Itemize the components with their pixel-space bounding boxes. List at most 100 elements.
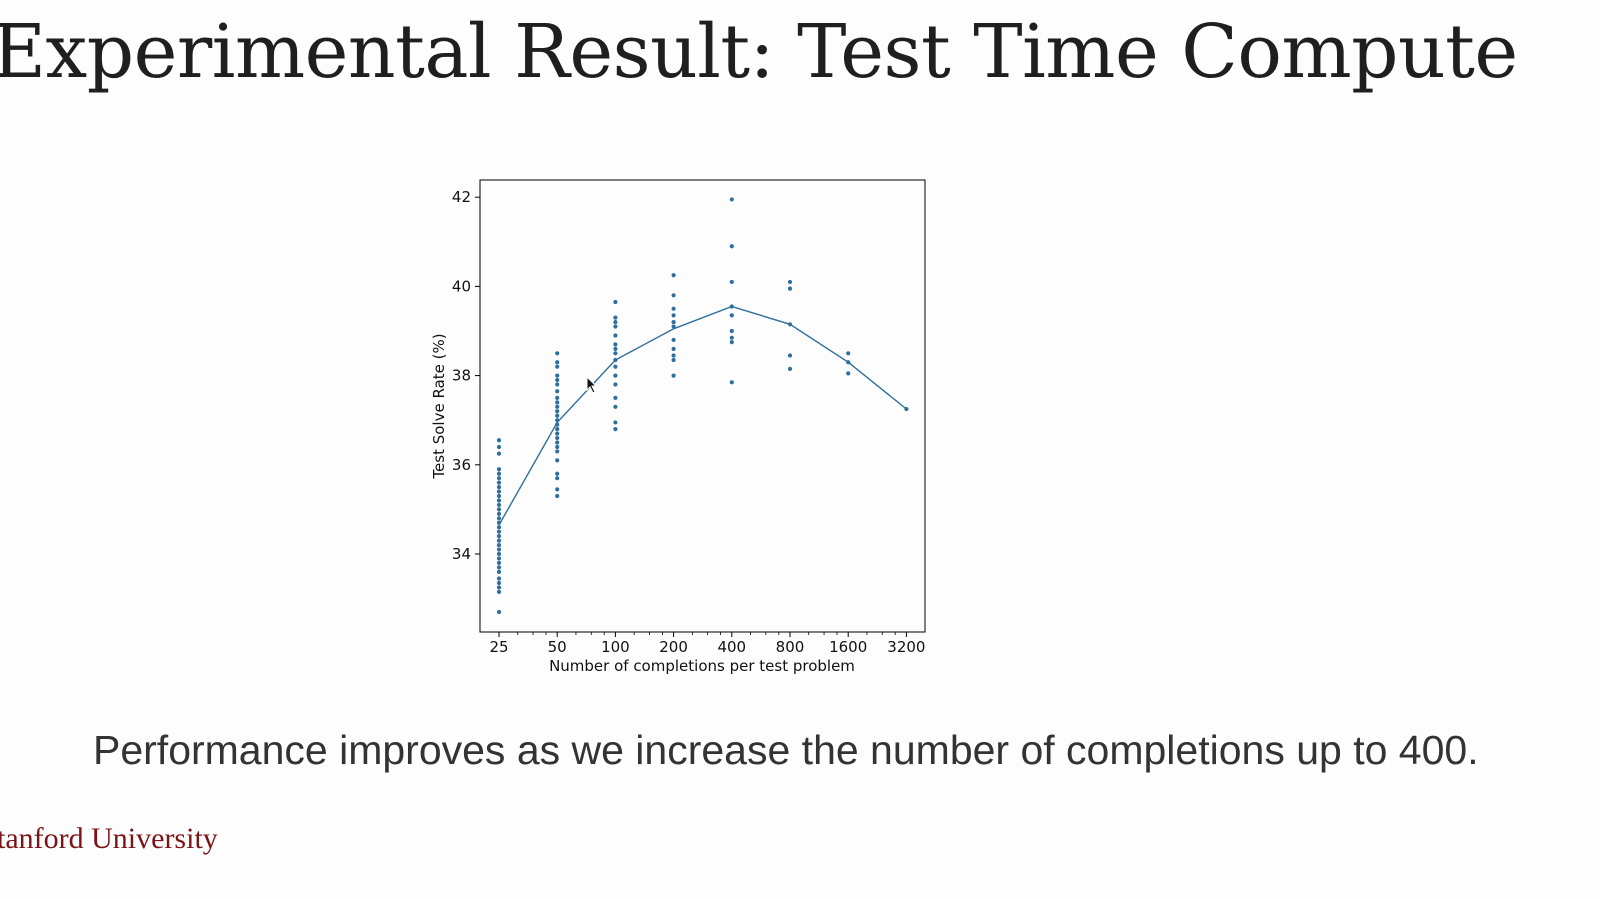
y-tick-label: 40 [452, 277, 471, 295]
data-point [846, 351, 851, 356]
data-point [555, 364, 560, 369]
data-point [496, 560, 502, 566]
y-tick-label: 38 [452, 367, 471, 385]
data-point [555, 389, 560, 394]
trend-line-layer [498, 305, 907, 526]
data-point [496, 525, 502, 530]
data-point [787, 322, 793, 327]
data-point [496, 507, 502, 512]
data-point [613, 420, 618, 425]
data-point [555, 395, 560, 400]
data-point [555, 435, 560, 441]
y-axis-label: Test Solve Rate (%) [430, 333, 448, 479]
data-point [729, 304, 734, 309]
x-tick-label: 100 [601, 638, 630, 656]
x-tick-label: 50 [548, 638, 567, 656]
data-point [496, 444, 502, 450]
data-point [496, 485, 502, 490]
data-point [496, 609, 502, 615]
x-tick-label: 25 [489, 638, 508, 656]
data-point [787, 286, 793, 291]
data-point [496, 471, 502, 476]
data-point [613, 427, 618, 432]
data-point [496, 529, 502, 534]
data-point [846, 360, 851, 365]
data-point [496, 451, 502, 456]
y-tick-label: 36 [452, 456, 471, 474]
data-point [613, 346, 618, 351]
x-axis-ticks: 25 50 100 200 400 800 1600 3200 [489, 632, 925, 656]
data-point [671, 346, 676, 351]
data-point [613, 333, 618, 338]
data-point [555, 382, 560, 387]
mouse-pointer-icon [586, 376, 598, 394]
data-point [496, 556, 502, 561]
x-tick-label: 800 [776, 638, 805, 656]
data-point [496, 542, 502, 548]
data-point [555, 431, 560, 436]
data-point [671, 306, 676, 311]
x-tick-label: 1600 [829, 638, 867, 656]
data-point [555, 404, 560, 409]
data-point [555, 449, 560, 454]
data-point [613, 351, 618, 356]
data-point [846, 371, 851, 376]
data-point [904, 406, 909, 412]
data-point [496, 489, 502, 494]
data-point [729, 380, 734, 385]
data-point [613, 404, 618, 409]
data-point [613, 342, 618, 347]
data-point [729, 328, 734, 334]
data-point [555, 377, 560, 383]
university-logo-text: tanford University [0, 822, 218, 855]
data-point [555, 422, 560, 427]
trend-line [498, 305, 907, 526]
data-point [729, 313, 734, 318]
data-point [787, 353, 793, 358]
data-point [496, 538, 502, 543]
data-point [496, 576, 502, 581]
data-point [613, 395, 618, 400]
y-tick-label: 34 [452, 545, 471, 563]
data-point [496, 480, 502, 485]
data-point [496, 520, 502, 525]
y-tick-label: 42 [452, 188, 471, 206]
data-point [671, 293, 676, 298]
x-tick-label: 200 [659, 638, 688, 656]
data-point [496, 547, 502, 552]
x-tick-label: 400 [717, 638, 746, 656]
data-point [613, 299, 618, 305]
plot-frame [479, 179, 926, 633]
x-tick-label: 3200 [887, 638, 925, 656]
data-point [787, 279, 793, 285]
x-axis-label: Number of completions per test problem [549, 657, 855, 675]
data-point [496, 476, 502, 481]
data-point [496, 502, 502, 508]
data-point [613, 357, 618, 363]
data-point [496, 534, 502, 539]
data-point [496, 516, 502, 521]
slide-title: Experimental Result: Test Time Compute [0, 9, 1518, 95]
data-point [613, 319, 618, 325]
data-point [671, 357, 676, 363]
data-point [496, 438, 502, 443]
data-point [671, 324, 676, 329]
data-point [496, 498, 502, 503]
data-point [555, 400, 560, 405]
data-point [787, 366, 793, 372]
data-point [496, 467, 502, 472]
data-point [729, 340, 734, 345]
data-point [496, 569, 502, 574]
data-point [496, 551, 502, 557]
data-point [671, 273, 676, 278]
data-point [496, 511, 502, 516]
data-point [496, 589, 502, 595]
scatter-points [496, 197, 909, 615]
data-point [671, 373, 676, 378]
data-point [671, 319, 676, 325]
data-point [555, 487, 560, 492]
data-point [496, 585, 502, 590]
slide-caption: Performance improves as we increase the … [93, 727, 1479, 773]
data-point [555, 476, 560, 481]
